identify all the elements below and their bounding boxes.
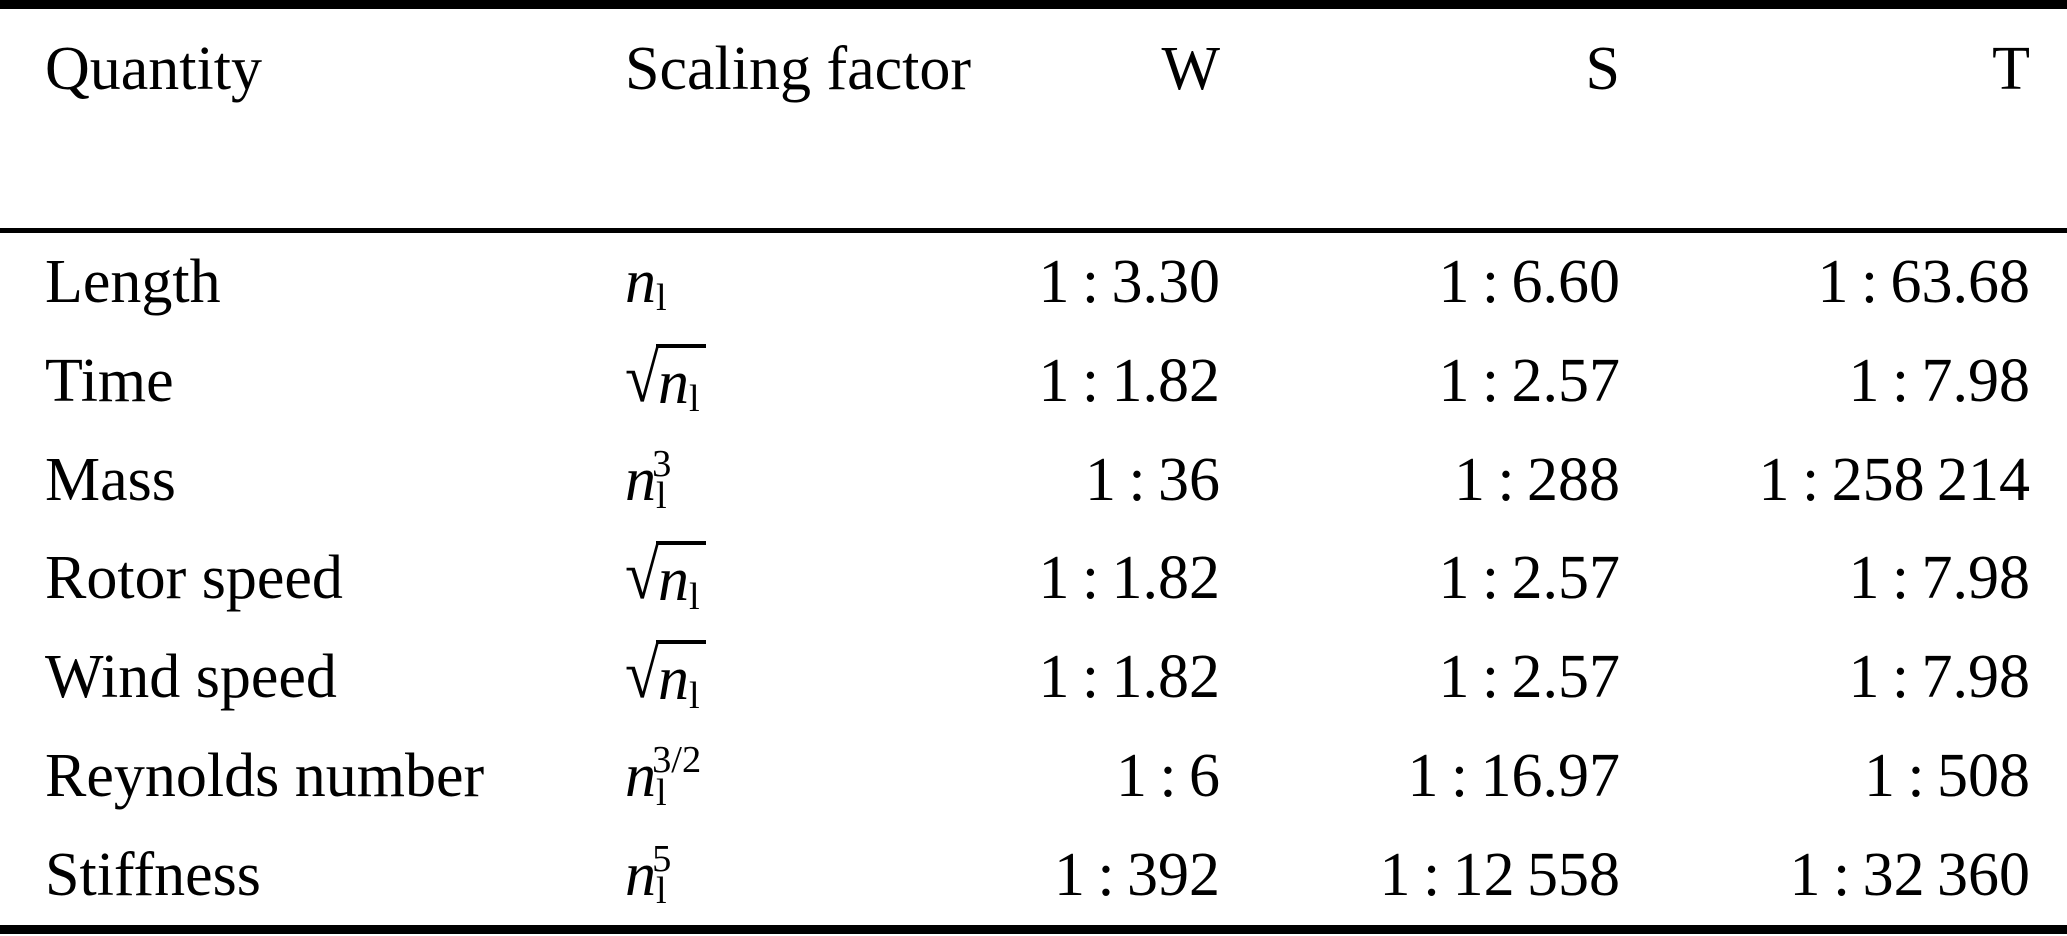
factor-formula: nl3/2: [625, 739, 702, 813]
quantity-cell: Rotor speed: [45, 544, 343, 613]
table-body: Length nl 1 : 3.30 1 : 6.60 1 : 63.68 Time √nl…: [0, 231, 2067, 930]
scaling-factor-cell: nl5: [625, 826, 980, 929]
ratio-value-cell: 1 : 2.57: [1438, 544, 1620, 613]
quantity-cell: Mass: [45, 445, 176, 514]
factor-base-symbol: n: [625, 742, 656, 811]
square-root: √nl: [625, 340, 706, 420]
radicand: nl: [656, 343, 706, 421]
scaling-factor-cell: √nl: [625, 332, 980, 431]
scaling-factor-cell: nl3: [625, 431, 980, 530]
col-header-scaling-factor: Scaling factor: [625, 35, 972, 103]
factor-subscript: l: [689, 378, 700, 421]
factor-formula: nl5: [625, 838, 672, 913]
ratio-value-cell: 1 : 1.82: [1038, 346, 1220, 415]
table-row: Time √nl 1 : 1.82 1 : 2.57 1 : 7.98: [0, 332, 2067, 431]
ratio-value-cell: 1 : 2.57: [1438, 643, 1620, 712]
quantity-cell: Length: [45, 247, 221, 316]
table-row: Stiffness nl5 1 : 392 1 : 12 558 1 : 32 360: [0, 826, 2067, 929]
square-root: √nl: [625, 538, 706, 618]
scaling-factor-cell: √nl: [625, 628, 980, 727]
col-header-s: S: [1585, 35, 1620, 103]
factor-subscript: l: [656, 475, 667, 518]
table-row: Length nl 1 : 3.30 1 : 6.60 1 : 63.68: [0, 231, 2067, 332]
factor-subscript: l: [656, 771, 667, 814]
factor-formula: √nl: [625, 340, 706, 420]
ratio-value-cell: 1 : 508: [1863, 742, 2030, 811]
factor-exponent: 3: [652, 442, 672, 485]
factor-base-symbol: n: [625, 247, 656, 316]
factor-base-symbol: n: [625, 841, 656, 910]
table-row: Rotor speed √nl 1 : 1.82 1 : 2.57 1 : 7.98: [0, 530, 2067, 629]
ratio-value-cell: 1 : 32 360: [1789, 841, 2030, 910]
radical-sign-icon: √: [625, 340, 660, 417]
factor-base-symbol: n: [625, 445, 656, 514]
col-header-quantity: Quantity: [45, 35, 262, 103]
ratio-value-cell: 1 : 258 214: [1758, 445, 2030, 514]
ratio-value-cell: 1 : 63.68: [1817, 247, 2030, 316]
table-row: Mass nl3 1 : 36 1 : 288 1 : 258 214: [0, 431, 2067, 530]
factor-subscript: l: [656, 870, 667, 913]
factor-subscript: l: [656, 277, 667, 320]
scaling-factor-cell: √nl: [625, 530, 980, 629]
ratio-value-cell: 1 : 1.82: [1038, 643, 1220, 712]
ratio-value-cell: 1 : 6.60: [1438, 247, 1620, 316]
ratio-value-cell: 1 : 36: [1084, 445, 1220, 514]
ratio-value-cell: 1 : 7.98: [1848, 544, 2030, 613]
factor-subscript: l: [689, 575, 700, 618]
table-header: Quantity Scaling factor W S T: [0, 5, 2067, 231]
quantity-cell: Stiffness: [45, 841, 261, 910]
radical-sign-icon: √: [625, 538, 660, 615]
quantity-cell: Wind speed: [45, 643, 337, 712]
factor-exponent: 5: [652, 838, 672, 881]
ratio-value-cell: 1 : 12 558: [1379, 841, 1620, 910]
radical-sign-icon: √: [625, 636, 660, 714]
factor-base-symbol: n: [658, 348, 690, 417]
factor-formula: √nl: [625, 637, 706, 717]
factor-base-symbol: n: [658, 645, 690, 714]
table-row: Wind speed √nl 1 : 1.82 1 : 2.57 1 : 7.98: [0, 628, 2067, 727]
square-root: √nl: [625, 637, 706, 717]
radicand: nl: [656, 640, 706, 717]
ratio-value-cell: 1 : 16.97: [1407, 742, 1620, 811]
quantity-cell: Time: [45, 346, 174, 415]
scaling-factor-cell: nl3/2: [625, 727, 980, 826]
factor-subscript: l: [689, 674, 700, 717]
col-header-t: T: [1992, 35, 2030, 103]
scaling-factor-cell: nl: [625, 231, 980, 332]
ratio-value-cell: 1 : 2.57: [1438, 346, 1620, 415]
ratio-value-cell: 1 : 3.30: [1038, 247, 1220, 316]
ratio-value-cell: 1 : 6: [1115, 742, 1220, 811]
factor-formula: nl3: [625, 442, 672, 518]
ratio-value-cell: 1 : 7.98: [1848, 346, 2030, 415]
ratio-value-cell: 1 : 288: [1453, 445, 1620, 514]
ratio-value-cell: 1 : 1.82: [1038, 544, 1220, 613]
ratio-value-cell: 1 : 7.98: [1848, 643, 2030, 712]
radicand: nl: [656, 541, 706, 618]
quantity-cell: Reynolds number: [45, 742, 485, 811]
table-row: Reynolds number nl3/2 1 : 6 1 : 16.97 1 : 50…: [0, 727, 2067, 826]
factor-base-symbol: n: [658, 546, 690, 615]
header-row: Quantity Scaling factor W S T: [0, 5, 2067, 231]
col-header-w: W: [1161, 35, 1220, 103]
ratio-value-cell: 1 : 392: [1053, 841, 1220, 910]
factor-formula: nl: [625, 247, 667, 320]
factor-formula: √nl: [625, 538, 706, 618]
factor-exponent: 3/2: [652, 739, 702, 782]
